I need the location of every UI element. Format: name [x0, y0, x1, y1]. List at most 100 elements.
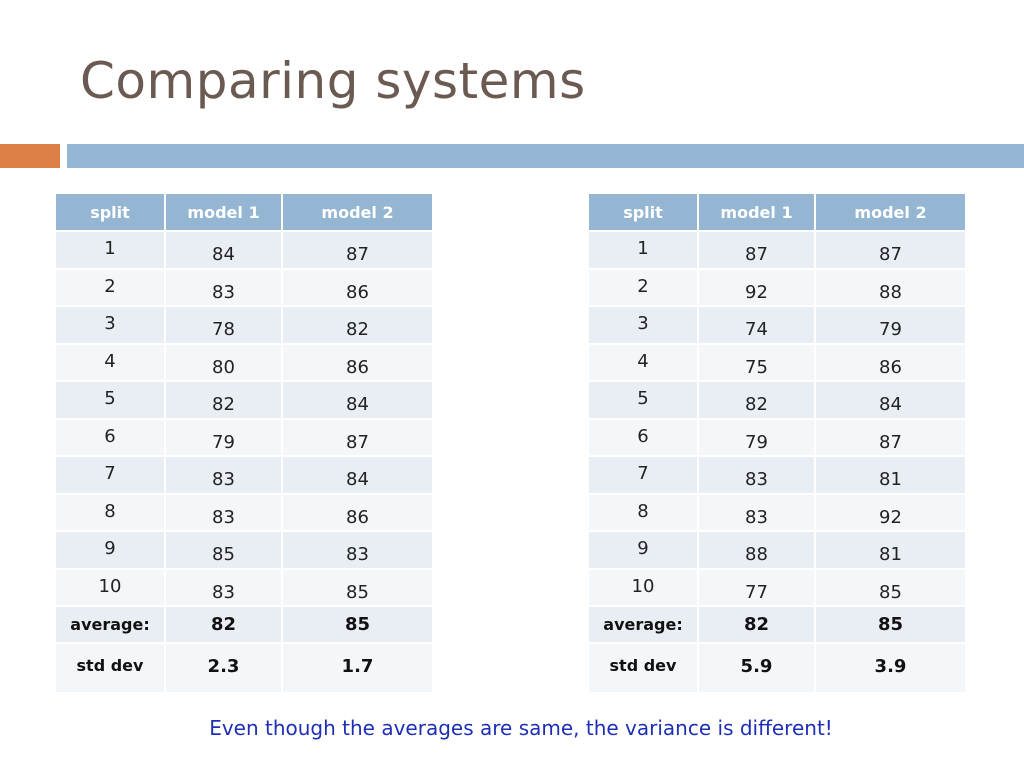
- split-cell: 6: [587, 417, 699, 457]
- split-cell: 3: [587, 305, 699, 345]
- std-dev-model-2: 3.9: [814, 642, 967, 694]
- model-2-cell: 87: [281, 230, 434, 270]
- model-1-cell: 85: [164, 530, 283, 570]
- average-model-1: 82: [697, 605, 816, 644]
- split-cell: 10: [587, 567, 699, 607]
- std-dev-row: std dev 5.9 3.9: [587, 642, 967, 694]
- std-dev-model-1: 2.3: [164, 642, 283, 694]
- model-1-cell: 78: [164, 305, 283, 345]
- table-row: 8 83 92: [587, 492, 967, 532]
- model-2-cell: 86: [281, 342, 434, 382]
- table-header-row: split model 1 model 2: [54, 192, 434, 232]
- split-cell: 1: [54, 230, 166, 270]
- model-1-cell: 77: [697, 567, 816, 607]
- average-label: average:: [54, 605, 166, 644]
- split-cell: 8: [587, 492, 699, 532]
- table-row: 4 75 86: [587, 342, 967, 382]
- table-row: 4 80 86: [54, 342, 434, 382]
- table-row: 7 83 81: [587, 455, 967, 495]
- model-1-cell: 87: [697, 230, 816, 270]
- table-row: 10 77 85: [587, 567, 967, 607]
- model-2-cell: 84: [814, 380, 967, 420]
- header-model-2: model 2: [814, 192, 967, 232]
- average-model-2: 85: [281, 605, 434, 644]
- std-dev-label: std dev: [587, 642, 699, 694]
- model-1-cell: 83: [697, 455, 816, 495]
- model-2-cell: 87: [814, 230, 967, 270]
- split-cell: 5: [587, 380, 699, 420]
- model-2-cell: 86: [814, 342, 967, 382]
- average-label: average:: [587, 605, 699, 644]
- split-cell: 1: [587, 230, 699, 270]
- model-2-cell: 82: [281, 305, 434, 345]
- table-row: 5 82 84: [587, 380, 967, 420]
- model-2-cell: 81: [814, 530, 967, 570]
- footnote-text: Even though the averages are same, the v…: [209, 716, 833, 740]
- model-2-cell: 81: [814, 455, 967, 495]
- split-cell: 3: [54, 305, 166, 345]
- table-row: 6 79 87: [587, 417, 967, 457]
- split-cell: 8: [54, 492, 166, 532]
- model-2-cell: 84: [281, 455, 434, 495]
- model-2-cell: 85: [281, 567, 434, 607]
- table-header-row: split model 1 model 2: [587, 192, 967, 232]
- table-row: 3 78 82: [54, 305, 434, 345]
- results-table-left: split model 1 model 2 1 84 87 2 83 86 3 78 82 4 80…: [54, 192, 434, 694]
- table-row: 2 92 88: [587, 267, 967, 307]
- split-cell: 4: [54, 342, 166, 382]
- split-cell: 7: [587, 455, 699, 495]
- std-dev-model-1: 5.9: [697, 642, 816, 694]
- table-row: 1 84 87: [54, 230, 434, 270]
- model-1-cell: 79: [164, 417, 283, 457]
- model-1-cell: 82: [697, 380, 816, 420]
- header-model-1: model 1: [697, 192, 816, 232]
- split-cell: 5: [54, 380, 166, 420]
- model-1-cell: 83: [164, 455, 283, 495]
- split-cell: 9: [54, 530, 166, 570]
- split-cell: 10: [54, 567, 166, 607]
- model-1-cell: 74: [697, 305, 816, 345]
- split-cell: 2: [54, 267, 166, 307]
- header-model-1: model 1: [164, 192, 283, 232]
- table-row: 8 83 86: [54, 492, 434, 532]
- table-row: 5 82 84: [54, 380, 434, 420]
- model-2-cell: 84: [281, 380, 434, 420]
- split-cell: 7: [54, 455, 166, 495]
- model-1-cell: 82: [164, 380, 283, 420]
- model-1-cell: 80: [164, 342, 283, 382]
- std-dev-row: std dev 2.3 1.7: [54, 642, 434, 694]
- split-cell: 9: [587, 530, 699, 570]
- slide-title: Comparing systems: [80, 52, 586, 110]
- model-2-cell: 88: [814, 267, 967, 307]
- average-model-1: 82: [164, 605, 283, 644]
- table-row: 1 87 87: [587, 230, 967, 270]
- model-1-cell: 83: [164, 267, 283, 307]
- model-2-cell: 92: [814, 492, 967, 532]
- model-2-cell: 79: [814, 305, 967, 345]
- table-row: 6 79 87: [54, 417, 434, 457]
- accent-bar-blue: [67, 144, 1024, 168]
- model-1-cell: 79: [697, 417, 816, 457]
- split-cell: 2: [587, 267, 699, 307]
- table-row: 9 88 81: [587, 530, 967, 570]
- model-2-cell: 87: [281, 417, 434, 457]
- header-split: split: [54, 192, 166, 232]
- model-1-cell: 75: [697, 342, 816, 382]
- table-row: 3 74 79: [587, 305, 967, 345]
- model-2-cell: 86: [281, 267, 434, 307]
- header-model-2: model 2: [281, 192, 434, 232]
- model-2-cell: 85: [814, 567, 967, 607]
- model-1-cell: 84: [164, 230, 283, 270]
- average-model-2: 85: [814, 605, 967, 644]
- split-cell: 4: [587, 342, 699, 382]
- model-1-cell: 92: [697, 267, 816, 307]
- average-row: average: 82 85: [587, 605, 967, 644]
- model-1-cell: 83: [164, 567, 283, 607]
- std-dev-label: std dev: [54, 642, 166, 694]
- model-1-cell: 83: [164, 492, 283, 532]
- table-row: 7 83 84: [54, 455, 434, 495]
- accent-bar-orange: [0, 144, 60, 168]
- table-row: 10 83 85: [54, 567, 434, 607]
- split-cell: 6: [54, 417, 166, 457]
- average-row: average: 82 85: [54, 605, 434, 644]
